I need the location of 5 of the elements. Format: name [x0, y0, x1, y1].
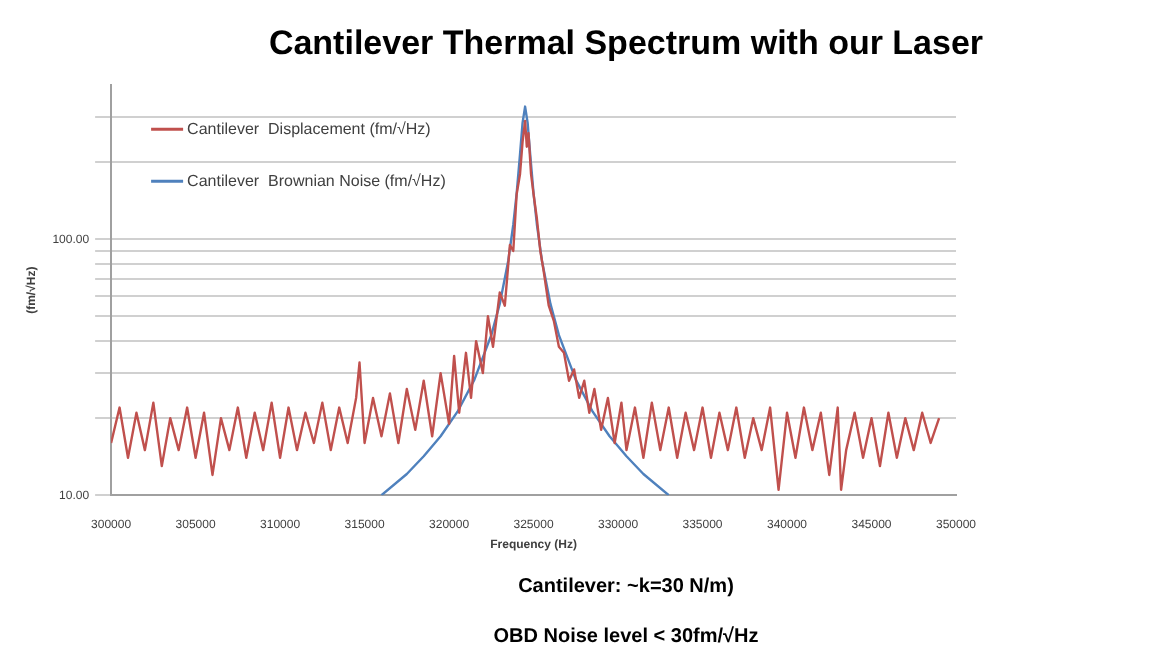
text: OBD Noise level < 30fm/√Hz [491, 626, 761, 648]
legend-label: Cantilever Displacement (fm/√Hz) [187, 119, 432, 138]
legend-label: Cantilever Brownian Noise (fm/√Hz) [187, 171, 447, 190]
chart-title: Cantilever Thermal Spectrum with our Laser [266, 22, 986, 66]
text: Cantilever: ~k=30 N/m) [516, 576, 736, 598]
